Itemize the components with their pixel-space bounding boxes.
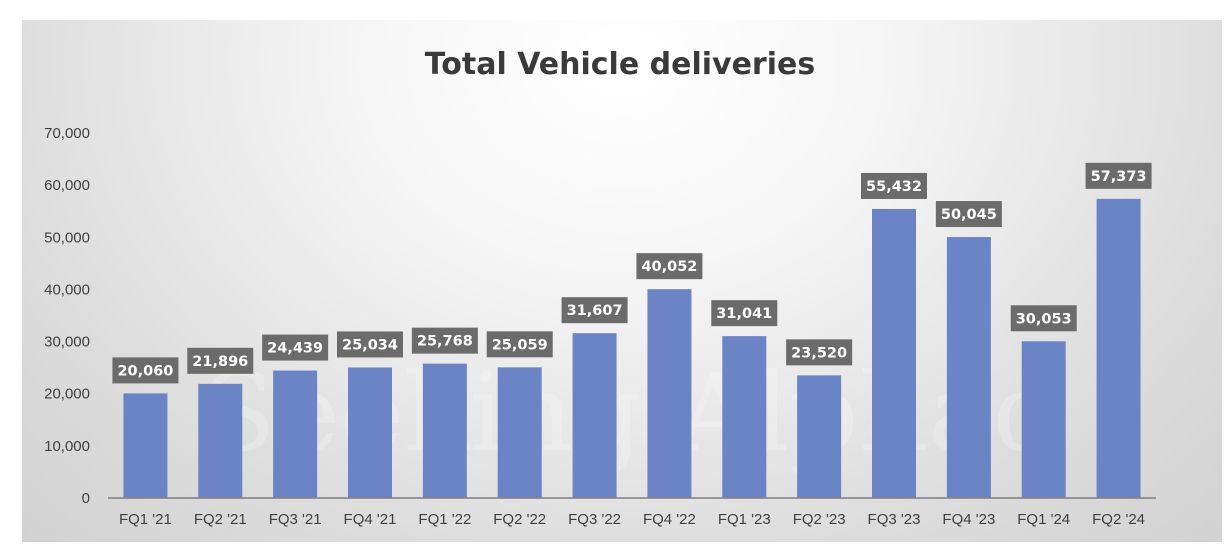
x-tick-label: FQ3 '21 [269, 511, 322, 528]
y-axis: 0 10,000 20,000 30,000 40,000 50,000 60,000 70,… [44, 125, 90, 507]
bar [123, 393, 168, 498]
data-label: 25,059 [486, 331, 553, 358]
data-label: 31,607 [561, 297, 628, 324]
data-label-background [861, 172, 927, 199]
data-label-background [1010, 305, 1077, 332]
data-label-text: 23,520 [791, 345, 847, 361]
data-label-background [561, 297, 628, 324]
bar [422, 363, 467, 498]
x-tick-label: FQ1 '21 [119, 511, 172, 528]
data-label: 40,052 [636, 253, 703, 280]
x-tick-label: FQ2 '24 [1092, 511, 1145, 528]
watermark-text: Seeking Alphaα [202, 351, 1065, 476]
x-tick-label: FQ2 '21 [194, 511, 247, 528]
data-label-background [636, 253, 703, 280]
data-label: 55,432 [861, 172, 927, 199]
bar [1096, 198, 1141, 498]
data-label-text: 50,045 [941, 207, 997, 223]
x-tick-label: FQ1 '24 [1017, 511, 1070, 528]
y-tick-label: 0 [82, 490, 90, 507]
bar [1021, 341, 1066, 498]
data-label-text: 31,041 [716, 306, 772, 322]
y-tick-label: 70,000 [44, 125, 90, 142]
data-label: 24,439 [262, 334, 329, 361]
data-label: 25,034 [337, 331, 403, 358]
data-label-text: 40,052 [641, 259, 697, 275]
data-label-background [711, 300, 778, 327]
bar [797, 375, 842, 498]
data-label-text: 20,060 [117, 363, 173, 379]
x-tick-label: FQ3 '23 [868, 511, 921, 528]
x-tick-label: FQ4 '23 [942, 511, 995, 528]
data-label: 23,520 [786, 339, 853, 366]
bar [946, 237, 991, 498]
bars [123, 198, 1141, 498]
y-tick-label: 40,000 [44, 281, 90, 298]
chart-title: Total Vehicle deliveries [425, 47, 815, 82]
data-label-background [486, 331, 553, 358]
y-tick-label: 50,000 [44, 229, 90, 246]
data-labels: 20,060 21,896 24,439 25,034 25,768 25,059 31,6… [112, 162, 1152, 384]
bar [647, 289, 692, 498]
x-axis: FQ1 '21 FQ2 '21 FQ3 '21 FQ4 '21 FQ1 '22 FQ2 '… [119, 511, 1145, 528]
data-label-background [112, 357, 179, 384]
data-label-background [187, 347, 254, 374]
data-label-background [1085, 162, 1152, 189]
data-label-text: 25,034 [342, 337, 398, 353]
bar [198, 383, 243, 498]
data-label: 21,896 [187, 347, 254, 374]
data-label: 50,045 [935, 201, 1002, 228]
x-tick-label: FQ4 '22 [643, 511, 696, 528]
bar [572, 333, 617, 498]
data-label-text: 25,059 [492, 337, 548, 353]
data-label-background [935, 201, 1002, 228]
data-label: 57,373 [1085, 162, 1152, 189]
x-tick-label: FQ2 '22 [493, 511, 546, 528]
y-tick-label: 20,000 [44, 386, 90, 403]
data-label-text: 25,768 [417, 334, 473, 350]
data-label: 31,041 [711, 300, 778, 327]
data-label-background [337, 331, 403, 358]
bar [722, 336, 767, 498]
data-label: 30,053 [1010, 305, 1077, 332]
data-label-text: 21,896 [192, 354, 248, 370]
y-tick-label: 30,000 [44, 334, 90, 351]
bar [497, 367, 542, 498]
bar-chart: Total Vehicle deliveries Seeking Alphaα … [44, 47, 1156, 528]
x-tick-label: FQ2 '23 [793, 511, 846, 528]
data-label-text: 30,053 [1016, 311, 1072, 327]
data-label-background [262, 334, 329, 361]
x-tick-label: FQ4 '21 [344, 511, 397, 528]
data-label: 20,060 [112, 357, 179, 384]
bar [872, 208, 916, 498]
y-tick-label: 60,000 [44, 177, 90, 194]
chart-area: Total Vehicle deliveries Seeking Alphaα … [22, 20, 1222, 542]
bar [273, 370, 318, 498]
data-label-background [786, 339, 853, 366]
data-label-text: 24,439 [267, 341, 323, 357]
x-tick-label: FQ1 '22 [418, 511, 471, 528]
y-tick-label: 10,000 [44, 438, 90, 455]
bar [348, 367, 392, 498]
x-tick-label: FQ3 '22 [568, 511, 621, 528]
data-label-text: 31,607 [567, 303, 623, 319]
data-label-text: 57,373 [1091, 169, 1147, 185]
data-label: 25,768 [411, 327, 478, 354]
x-tick-label: FQ1 '23 [718, 511, 771, 528]
data-label-text: 55,432 [866, 179, 922, 195]
data-label-background [411, 327, 478, 354]
